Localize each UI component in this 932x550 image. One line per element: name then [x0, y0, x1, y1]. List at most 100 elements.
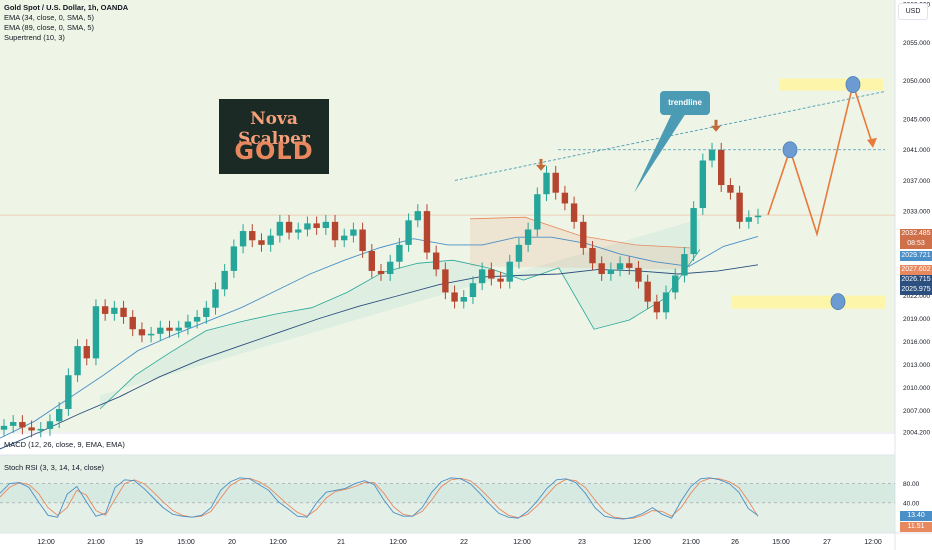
supertrend-support-line	[99, 249, 701, 410]
currency-button[interactable]: USD	[898, 3, 928, 20]
signal-arrow-shaft	[714, 119, 718, 126]
candle-body	[607, 269, 615, 274]
ema89-badge-b: 2025.975	[900, 285, 932, 295]
candle-body	[350, 229, 357, 236]
x-tick-label: 12:00	[633, 539, 651, 546]
candle-body	[672, 275, 679, 293]
trendline	[454, 91, 886, 181]
candle-body	[322, 221, 330, 228]
candle-body	[718, 149, 725, 186]
candle-body	[359, 229, 366, 251]
ema34-line	[0, 235, 759, 439]
x-tick-label: 12:00	[269, 539, 287, 546]
stoch-k-badge: 13.40	[900, 511, 932, 521]
candle-body	[249, 231, 256, 241]
y-tick-label: 2041.000	[903, 147, 930, 154]
forecast-path	[767, 81, 874, 238]
stoch-level-label: 40.00	[903, 500, 920, 507]
candle-body	[157, 327, 164, 334]
candle-body	[37, 428, 44, 431]
chart-title: Gold Spot / U.S. Dollar, 1h, OANDA	[4, 3, 129, 12]
stoch-legend[interactable]: Stoch RSI (3, 3, 14, 14, close)	[4, 463, 105, 472]
candle-body	[534, 194, 541, 230]
candle-body	[147, 333, 155, 336]
y-tick-label: 2037.000	[903, 178, 930, 185]
candle-body	[295, 229, 302, 233]
ema89-legend[interactable]: EMA (89, close, 0, SMA, 5)	[4, 23, 95, 32]
candle-body	[616, 263, 624, 270]
supertrend-legend[interactable]: Supertrend (10, 3)	[4, 33, 65, 42]
candle-body	[589, 247, 596, 264]
candle-body	[221, 270, 228, 290]
signal-arrow-head	[536, 164, 546, 171]
candle-body	[405, 220, 412, 245]
candle-body	[184, 321, 192, 328]
current-price-badge: 2032.485	[900, 229, 932, 239]
x-tick-label: 21:00	[682, 539, 700, 546]
candle-body	[175, 327, 182, 331]
x-tick-label: 23	[578, 539, 586, 546]
candle-body	[212, 289, 219, 308]
y-tick-label: 2050.000	[903, 78, 930, 85]
ema89-line	[0, 264, 759, 450]
candle-body	[745, 217, 753, 222]
support-zone	[732, 295, 885, 309]
x-tick-label: 12:00	[389, 539, 407, 546]
ema89-badge-a: 2026.715	[900, 275, 932, 285]
candle-body	[9, 422, 17, 426]
candle-body	[414, 211, 421, 221]
supertrend-resistance-line	[469, 216, 691, 249]
candle-body	[304, 223, 311, 230]
callout-pointer	[634, 113, 686, 193]
candle-body	[341, 235, 348, 241]
x-tick-label: 15:00	[772, 539, 790, 546]
y-tick-label: 2033.000	[903, 209, 930, 216]
candle-body	[460, 297, 467, 302]
candle-body	[478, 269, 486, 284]
candle-body	[727, 185, 734, 193]
candle-body	[396, 244, 403, 262]
nova-scalper-logo: Nova Scalper GOLD	[219, 99, 329, 174]
candle-body	[203, 307, 210, 317]
x-tick-label: 22	[460, 539, 468, 546]
ema34-legend[interactable]: EMA (34, close, 0, SMA, 5)	[4, 13, 95, 22]
target-zone	[780, 78, 883, 91]
y-tick-label: 2055.000	[903, 40, 930, 47]
candle-body	[699, 160, 707, 209]
target-marker	[782, 141, 798, 159]
macd-legend[interactable]: MACD (12, 26, close, 9, EMA, EMA)	[4, 440, 125, 449]
trendline-callout[interactable]: trendline	[660, 91, 710, 115]
y-tick-label: 2019.000	[903, 316, 930, 323]
candle-body	[258, 240, 265, 245]
candle-body	[515, 244, 523, 262]
forecast-arrowhead	[867, 137, 877, 148]
candle-body	[276, 221, 284, 236]
candle-body	[331, 221, 339, 241]
candle-body	[653, 301, 661, 313]
stoch-d-badge: 11.51	[900, 522, 932, 532]
x-tick-label: 12:00	[864, 539, 882, 546]
x-tick-label: 19	[135, 539, 143, 546]
x-tick-label: 21:00	[87, 539, 105, 546]
candle-body	[570, 203, 578, 222]
y-tick-label: 2022.000	[903, 293, 930, 300]
candle-body	[74, 346, 81, 376]
candle-body	[451, 292, 458, 302]
candle-body	[423, 211, 431, 253]
x-tick-label: 20	[228, 539, 236, 546]
supertrend-badge: 2027.602	[900, 265, 932, 275]
y-tick-label: 2016.000	[903, 339, 930, 346]
x-tick-label: 12:00	[37, 539, 55, 546]
candle-body	[83, 346, 90, 359]
support-marker	[830, 293, 846, 311]
candle-body	[19, 422, 26, 428]
candle-body	[561, 192, 569, 204]
ema34-badge: 2029.721	[900, 251, 932, 261]
candle-body	[313, 223, 320, 228]
stoch-d-line	[0, 477, 759, 520]
candle-body	[442, 269, 449, 293]
candle-body	[644, 281, 651, 302]
candle-body	[166, 327, 173, 331]
countdown-badge: 08:53	[900, 239, 932, 249]
